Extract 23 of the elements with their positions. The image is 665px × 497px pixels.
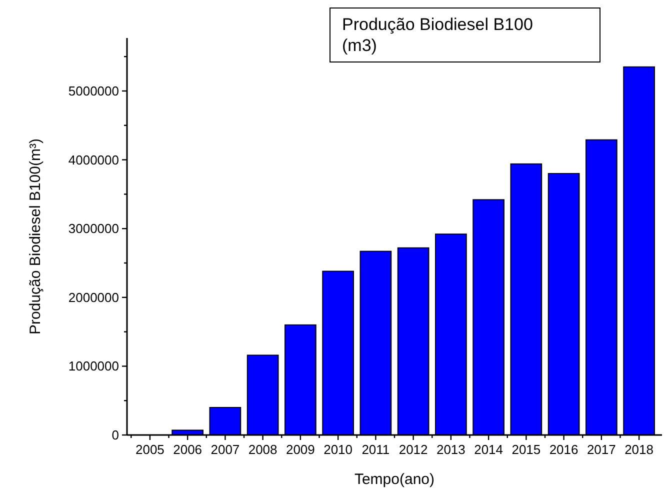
x-tick-label: 2014 [474,442,504,457]
y-tick-label: 2000000 [68,290,119,305]
x-tick-label: 2009 [286,442,315,457]
x-tick-label: 2010 [324,442,353,457]
y-tick-label: 4000000 [68,152,119,168]
x-tick-label: 2015 [512,442,541,457]
y-tick-label: 0 [112,428,119,443]
x-tick-label: 2018 [624,442,654,457]
x-axis-title: Tempo(ano) [354,471,435,488]
y-tick-label: 3000000 [68,221,119,236]
y-tick-label: 1000000 [68,358,119,374]
y-axis-title: Produção Biodiesel B100(m³) [27,138,44,334]
x-tick-label: 2006 [173,442,202,457]
x-tick-label: 2012 [398,442,428,457]
x-tick-label: 2013 [436,442,466,457]
x-tick-label: 2005 [135,442,164,457]
x-tick-label: 2007 [210,442,240,457]
x-tick-label: 2017 [586,442,616,457]
x-tick-label: 2008 [248,442,278,457]
x-tick-label: 2016 [549,442,578,457]
y-tick-label: 5000000 [68,84,119,99]
legend-box: Produção Biodiesel B100 (m3) [330,8,600,62]
x-tick-label: 2011 [362,442,390,457]
